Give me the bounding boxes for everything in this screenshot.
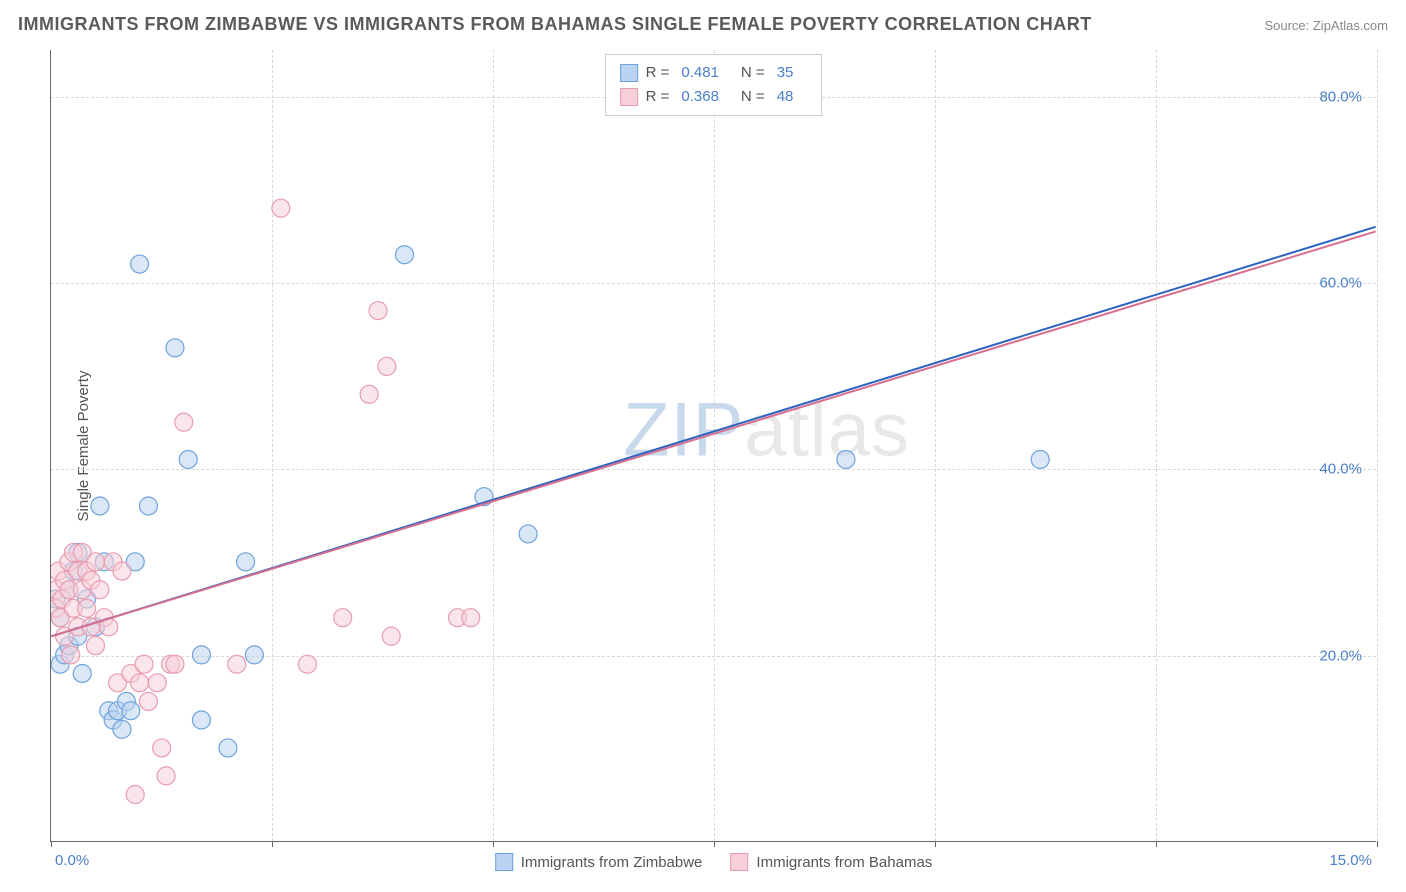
y-tick-label: 60.0% — [1319, 274, 1362, 291]
legend-series: Immigrants from Zimbabwe Immigrants from… — [495, 853, 933, 871]
legend-swatch — [620, 64, 638, 82]
data-point — [86, 553, 104, 571]
data-point — [228, 655, 246, 673]
data-point — [122, 702, 140, 720]
x-axis-min-label: 0.0% — [55, 852, 89, 869]
data-point — [113, 562, 131, 580]
data-point — [135, 655, 153, 673]
x-tick-mark — [714, 841, 715, 847]
x-tick-mark — [51, 841, 52, 847]
data-point — [131, 255, 149, 273]
data-point — [91, 581, 109, 599]
data-point — [369, 302, 387, 320]
data-point — [91, 497, 109, 515]
legend-swatch — [495, 853, 513, 871]
data-point — [382, 627, 400, 645]
x-axis-max-label: 15.0% — [1329, 852, 1372, 869]
r-value: 0.481 — [681, 61, 719, 85]
gridline-v — [1377, 50, 1378, 841]
scatter-svg — [51, 50, 1376, 841]
n-value: 35 — [777, 61, 794, 85]
trend-line — [51, 231, 1375, 636]
data-point — [396, 246, 414, 264]
data-point — [298, 655, 316, 673]
n-value: 48 — [777, 85, 794, 109]
data-point — [157, 767, 175, 785]
data-point — [462, 609, 480, 627]
data-point — [272, 199, 290, 217]
r-value: 0.368 — [681, 85, 719, 109]
x-tick-mark — [935, 841, 936, 847]
x-tick-mark — [1377, 841, 1378, 847]
plot-area: ZIPatlas R = 0.481 N = 35 R = 0.368 N = … — [50, 50, 1376, 842]
data-point — [126, 785, 144, 803]
data-point — [166, 339, 184, 357]
data-point — [139, 497, 157, 515]
x-tick-mark — [1156, 841, 1157, 847]
legend-row: R = 0.481 N = 35 — [620, 61, 808, 85]
source-value: ZipAtlas.com — [1313, 18, 1388, 33]
data-point — [62, 646, 80, 664]
data-point — [175, 413, 193, 431]
y-tick-label: 40.0% — [1319, 461, 1362, 478]
data-point — [78, 599, 96, 617]
data-point — [179, 450, 197, 468]
data-point — [131, 674, 149, 692]
y-tick-label: 20.0% — [1319, 647, 1362, 664]
y-tick-label: 80.0% — [1319, 88, 1362, 105]
data-point — [139, 692, 157, 710]
data-point — [1031, 450, 1049, 468]
data-point — [519, 525, 537, 543]
chart-title: IMMIGRANTS FROM ZIMBABWE VS IMMIGRANTS F… — [18, 14, 1092, 35]
x-tick-mark — [493, 841, 494, 847]
data-point — [148, 674, 166, 692]
data-point — [153, 739, 171, 757]
r-label: R = — [646, 61, 670, 85]
legend-label: Immigrants from Bahamas — [756, 854, 932, 871]
data-point — [360, 385, 378, 403]
data-point — [237, 553, 255, 571]
legend-item: Immigrants from Zimbabwe — [495, 853, 703, 871]
data-point — [192, 646, 210, 664]
legend-row: R = 0.368 N = 48 — [620, 85, 808, 109]
data-point — [378, 357, 396, 375]
data-point — [245, 646, 263, 664]
data-point — [334, 609, 352, 627]
data-point — [192, 711, 210, 729]
legend-item: Immigrants from Bahamas — [730, 853, 932, 871]
data-point — [219, 739, 237, 757]
data-point — [837, 450, 855, 468]
legend-label: Immigrants from Zimbabwe — [521, 854, 703, 871]
legend-swatch — [730, 853, 748, 871]
data-point — [166, 655, 184, 673]
data-point — [73, 665, 91, 683]
r-label: R = — [646, 85, 670, 109]
legend-swatch — [620, 88, 638, 106]
data-point — [113, 720, 131, 738]
data-point — [86, 637, 104, 655]
source-prefix: Source: — [1264, 18, 1312, 33]
source-label: Source: ZipAtlas.com — [1264, 18, 1388, 33]
chart-container: IMMIGRANTS FROM ZIMBABWE VS IMMIGRANTS F… — [0, 0, 1406, 892]
n-label: N = — [741, 85, 765, 109]
x-tick-mark — [272, 841, 273, 847]
n-label: N = — [741, 61, 765, 85]
legend-correlation: R = 0.481 N = 35 R = 0.368 N = 48 — [605, 54, 823, 116]
